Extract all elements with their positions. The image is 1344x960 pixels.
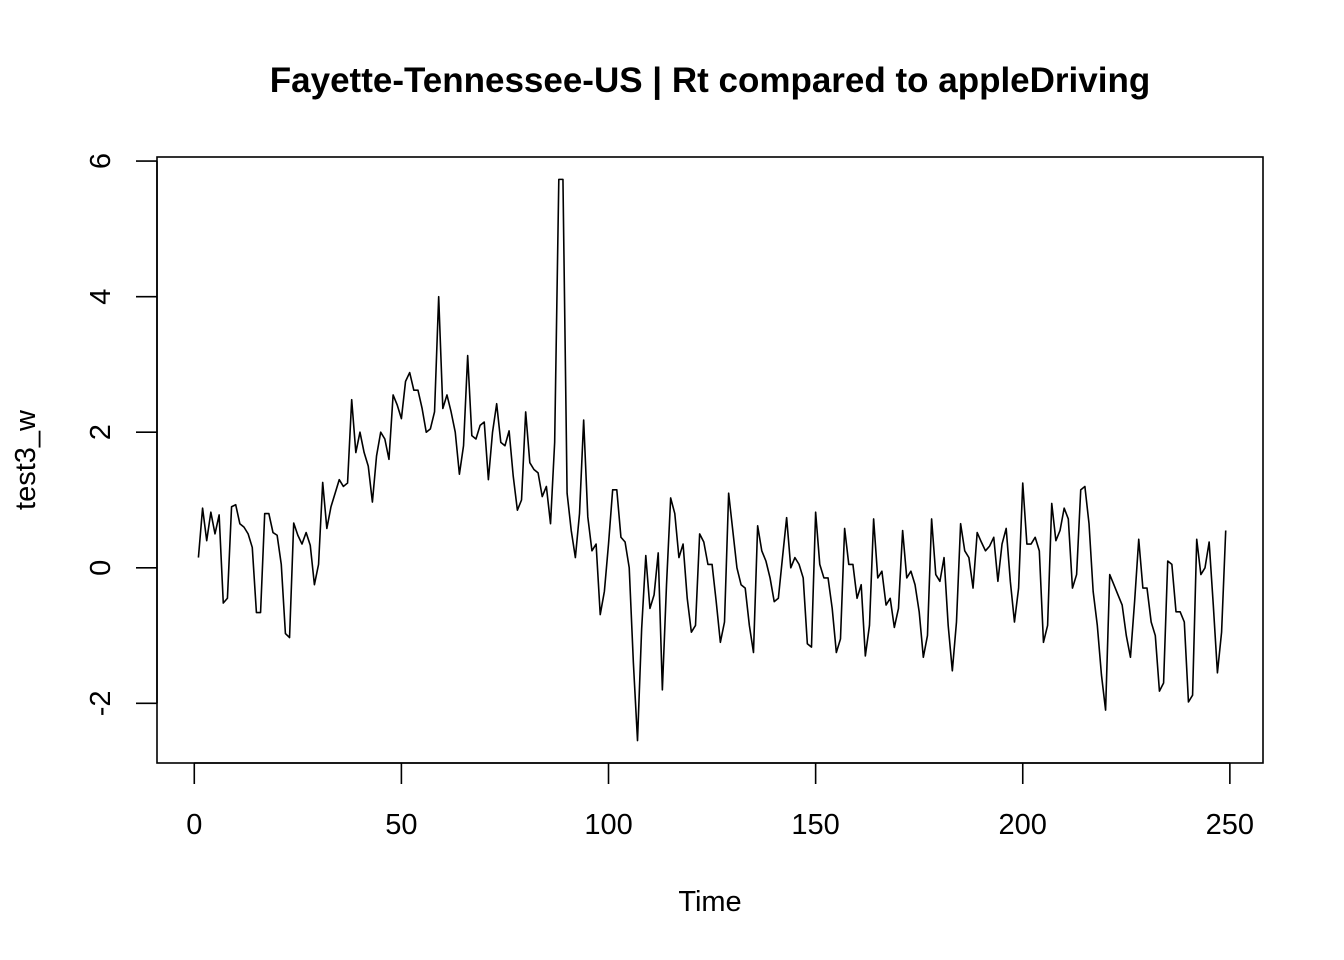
y-axis-label: test3_w: [10, 409, 42, 510]
x-tick-label: 200: [999, 809, 1047, 841]
x-tick-label: 100: [584, 809, 632, 841]
y-tick-label: 6: [85, 153, 117, 169]
y-tick-label: 4: [85, 289, 117, 305]
x-tick-label: 50: [385, 809, 417, 841]
x-tick-label: 0: [186, 809, 202, 841]
y-axis: -2 0 2 4 6: [85, 153, 158, 716]
chart-title: Fayette-Tennessee-US | Rt compared to ap…: [270, 61, 1150, 100]
x-tick-label: 250: [1206, 809, 1254, 841]
y-tick-label: 2: [85, 424, 117, 440]
x-tick-label: 150: [791, 809, 839, 841]
plot-frame: [156, 156, 1264, 764]
series-line: [197, 178, 1227, 742]
x-axis: 0 50 100 150 200 250: [186, 762, 1254, 841]
y-tick-label: 0: [85, 560, 117, 576]
y-tick-label: -2: [85, 690, 117, 716]
x-axis-label: Time: [678, 886, 741, 918]
